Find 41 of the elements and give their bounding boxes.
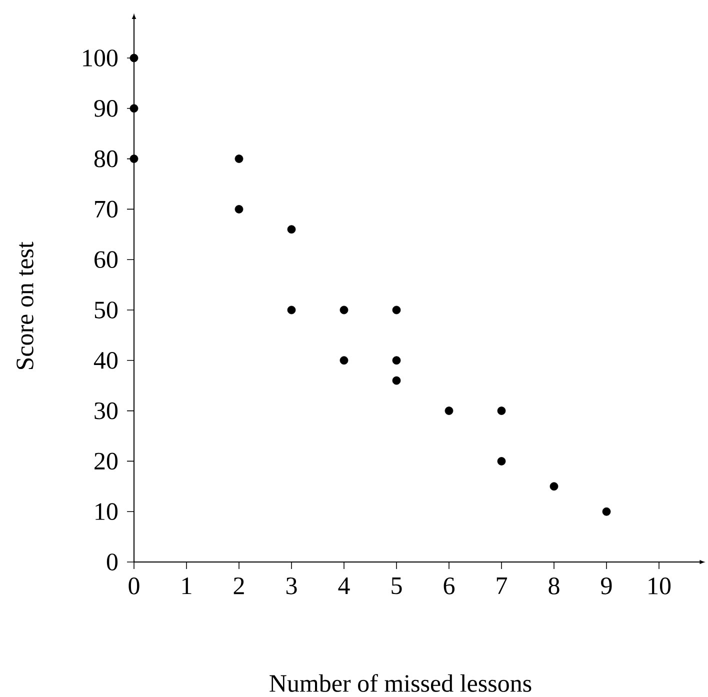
x-tick-label: 0: [128, 578, 140, 594]
y-tick-label: 90: [94, 100, 118, 117]
x-tick-label: 3: [286, 578, 297, 594]
point: [130, 54, 138, 62]
point: [497, 457, 506, 466]
y-tick-label: 50: [94, 302, 118, 318]
point: [550, 482, 558, 491]
x-tick-label: 8: [548, 578, 560, 594]
y-tick-label: 80: [94, 150, 118, 168]
x-tick-label: 6: [444, 578, 455, 594]
x-tick-label: 9: [601, 578, 612, 594]
point: [392, 306, 401, 314]
y-tick-label: 30: [94, 402, 118, 420]
x-axis-title: Number of missed lessons: [270, 674, 532, 692]
point: [287, 225, 296, 234]
x-tick-label: 7: [496, 578, 508, 594]
point: [287, 306, 296, 314]
x-tick-label: 1: [182, 578, 192, 594]
point: [340, 306, 348, 314]
y-tick-label: 0: [106, 554, 118, 570]
y-axis-title: Score on test: [16, 242, 34, 370]
y-tick-label: 100: [83, 50, 118, 66]
x-tick-label: 5: [392, 578, 402, 594]
x-tick-label: 4: [338, 578, 350, 594]
point: [602, 507, 611, 516]
point: [444, 406, 454, 415]
x-tick-label: 2: [234, 578, 244, 594]
y-tick-label: 40: [94, 352, 118, 369]
y-tick-label: 10: [96, 503, 118, 520]
point: [392, 356, 401, 365]
point: [340, 356, 348, 365]
point: [392, 376, 401, 385]
y-tick-label: 70: [95, 200, 118, 218]
point: [497, 406, 506, 415]
point: [234, 205, 244, 214]
point: [130, 104, 138, 113]
point: [234, 154, 244, 163]
x-tick-label: 10: [648, 578, 671, 594]
y-tick-label: 60: [94, 251, 118, 268]
y-tick-label: 20: [94, 452, 118, 470]
point: [130, 154, 138, 163]
